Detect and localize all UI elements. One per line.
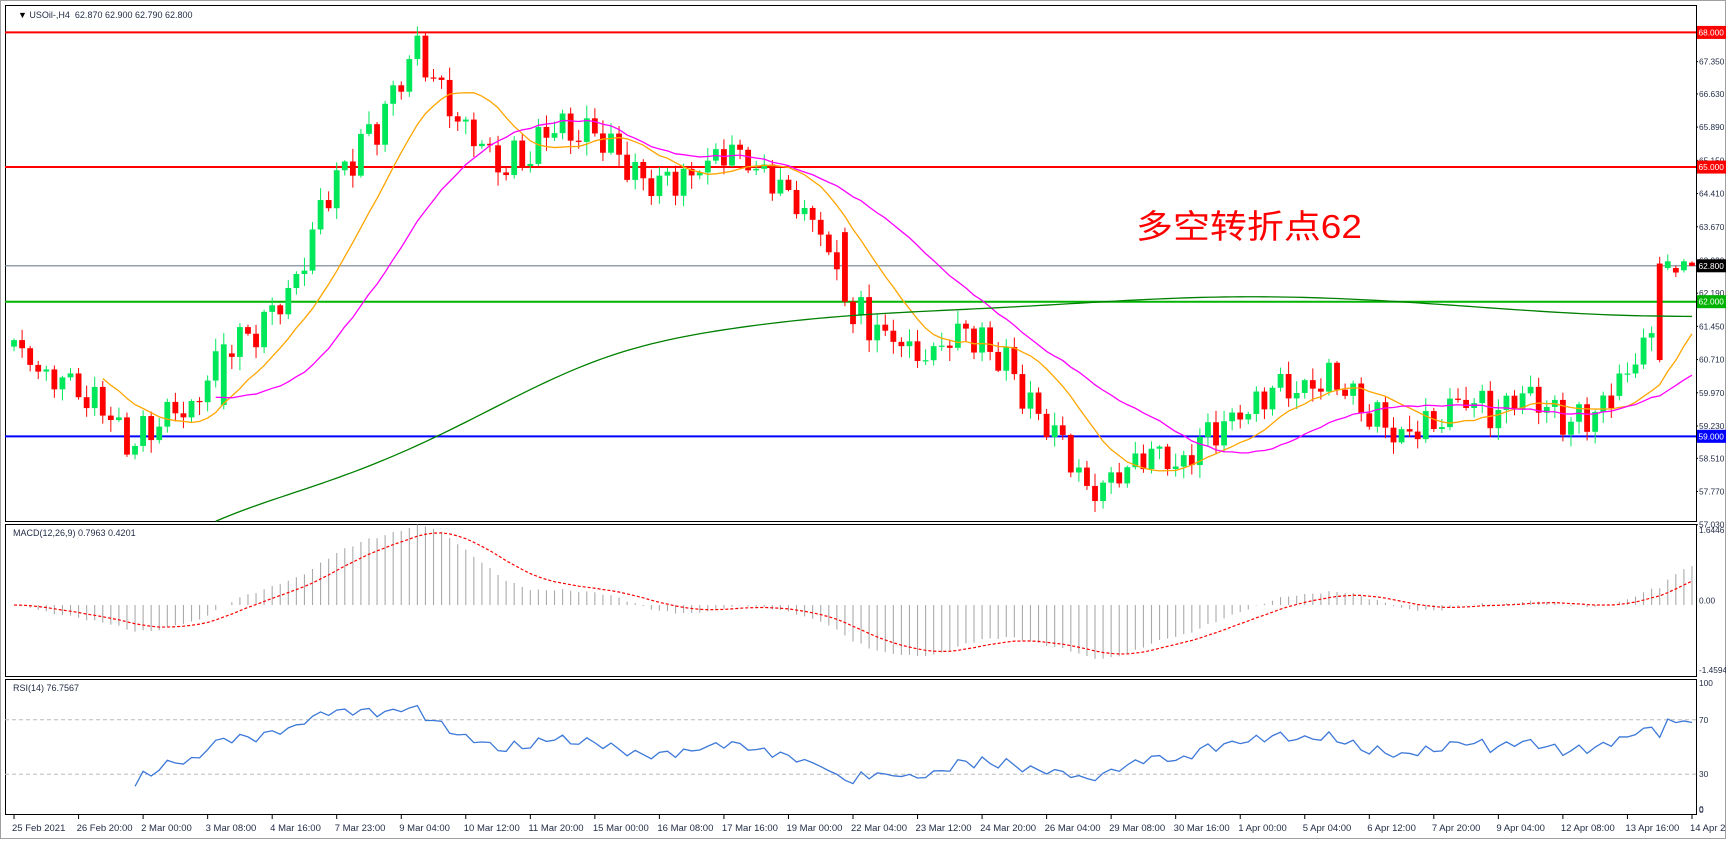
svg-text:9 Apr 04:00: 9 Apr 04:00 xyxy=(1496,823,1545,834)
svg-text:30 Mar 16:00: 30 Mar 16:00 xyxy=(1174,823,1230,834)
svg-text:66.630: 66.630 xyxy=(1699,89,1725,99)
svg-text:22 Mar 04:00: 22 Mar 04:00 xyxy=(851,823,907,834)
svg-text:65.000: 65.000 xyxy=(1699,162,1725,172)
svg-text:5 Apr 04:00: 5 Apr 04:00 xyxy=(1303,823,1352,834)
svg-text:16 Mar 08:00: 16 Mar 08:00 xyxy=(657,823,713,834)
svg-text:59.970: 59.970 xyxy=(1699,388,1725,398)
svg-text:62.800: 62.800 xyxy=(1699,261,1725,271)
svg-text:58.510: 58.510 xyxy=(1699,453,1725,463)
svg-text:62.000: 62.000 xyxy=(1699,297,1725,307)
svg-text:26 Mar 04:00: 26 Mar 04:00 xyxy=(1045,823,1101,834)
svg-text:61.450: 61.450 xyxy=(1699,321,1725,331)
svg-text:0.00: 0.00 xyxy=(1699,596,1716,606)
svg-text:60.710: 60.710 xyxy=(1699,355,1725,365)
svg-text:63.670: 63.670 xyxy=(1699,222,1725,232)
svg-text:14 Apr 22:00: 14 Apr 22:00 xyxy=(1690,823,1726,834)
svg-text:11 Mar 20:00: 11 Mar 20:00 xyxy=(528,823,583,834)
svg-text:59.230: 59.230 xyxy=(1699,421,1725,431)
svg-text:26 Feb 20:00: 26 Feb 20:00 xyxy=(77,823,133,834)
svg-text:57.770: 57.770 xyxy=(1699,487,1725,497)
svg-text:68.000: 68.000 xyxy=(1699,27,1725,37)
svg-text:65.890: 65.890 xyxy=(1699,122,1725,132)
svg-text:59.000: 59.000 xyxy=(1699,431,1725,441)
svg-text:9 Mar 04:00: 9 Mar 04:00 xyxy=(399,823,450,834)
svg-text:1.6446: 1.6446 xyxy=(1699,525,1725,535)
svg-text:4 Mar 16:00: 4 Mar 16:00 xyxy=(270,823,321,834)
svg-text:15 Mar 00:00: 15 Mar 00:00 xyxy=(593,823,649,834)
svg-text:17 Mar 16:00: 17 Mar 16:00 xyxy=(722,823,778,834)
svg-text:64.410: 64.410 xyxy=(1699,189,1725,199)
svg-text:25 Feb 2021: 25 Feb 2021 xyxy=(12,823,65,834)
svg-text:3 Mar 08:00: 3 Mar 08:00 xyxy=(206,823,257,834)
svg-text:6 Apr 12:00: 6 Apr 12:00 xyxy=(1367,823,1416,834)
svg-text:10 Mar 12:00: 10 Mar 12:00 xyxy=(464,823,520,834)
svg-text:24 Mar 20:00: 24 Mar 20:00 xyxy=(980,823,1036,834)
svg-text:13 Apr 16:00: 13 Apr 16:00 xyxy=(1625,823,1679,834)
svg-text:1 Apr 00:00: 1 Apr 00:00 xyxy=(1238,823,1287,834)
svg-text:2 Mar 00:00: 2 Mar 00:00 xyxy=(141,823,192,834)
svg-text:12 Apr 08:00: 12 Apr 08:00 xyxy=(1561,823,1615,834)
svg-text:29 Mar 08:00: 29 Mar 08:00 xyxy=(1109,823,1165,834)
svg-text:7 Apr 20:00: 7 Apr 20:00 xyxy=(1432,823,1481,834)
svg-text:70: 70 xyxy=(1699,715,1709,725)
svg-text:-1.4594: -1.4594 xyxy=(1699,665,1726,675)
svg-text:30: 30 xyxy=(1699,769,1709,779)
svg-text:23 Mar 12:00: 23 Mar 12:00 xyxy=(916,823,972,834)
svg-text:0: 0 xyxy=(1699,804,1704,814)
svg-text:100: 100 xyxy=(1699,678,1713,688)
svg-text:7 Mar 23:00: 7 Mar 23:00 xyxy=(335,823,386,834)
svg-text:19 Mar 00:00: 19 Mar 00:00 xyxy=(786,823,842,834)
svg-text:67.350: 67.350 xyxy=(1699,57,1725,67)
